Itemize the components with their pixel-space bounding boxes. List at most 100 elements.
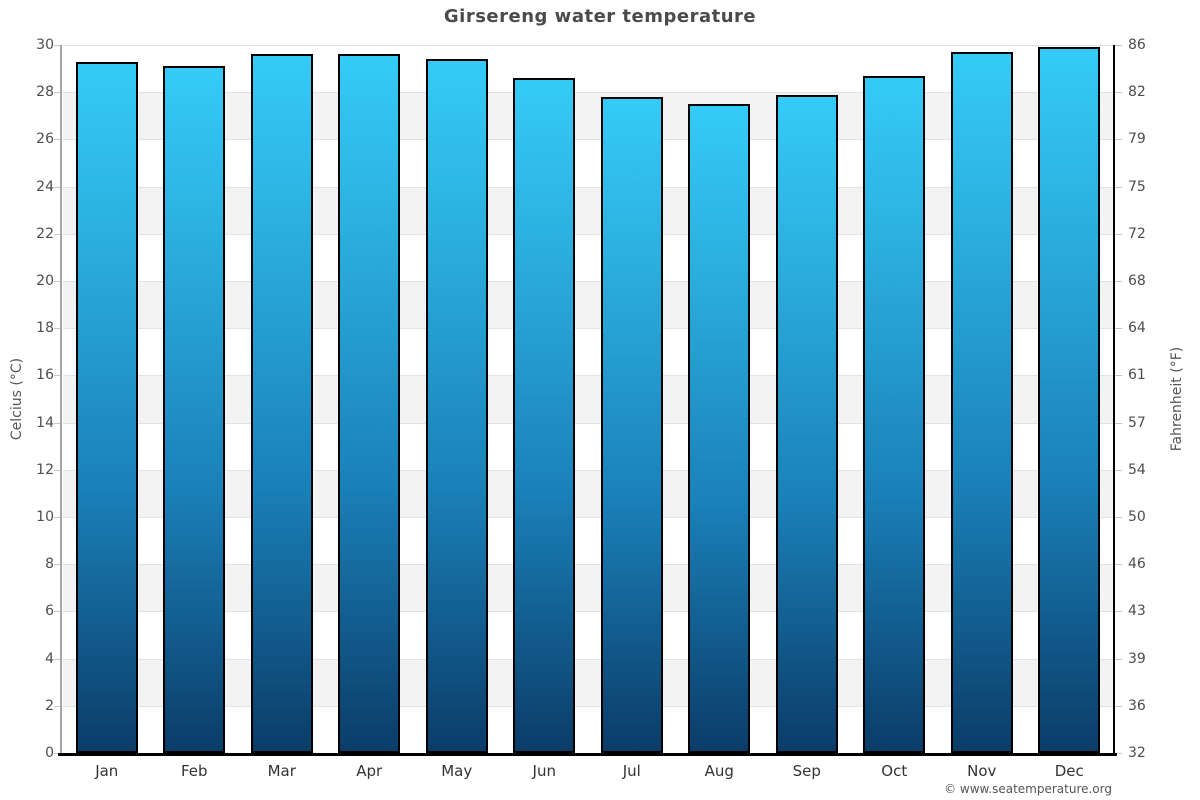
- x-label-oct: Oct: [881, 762, 908, 780]
- x-label-may: May: [441, 762, 473, 780]
- x-label-mar: Mar: [267, 762, 296, 780]
- grid-band: [63, 233, 1113, 281]
- y-tick-fahrenheit-39: 39: [1128, 650, 1146, 667]
- y-tick-celsius-12: 12: [36, 461, 54, 478]
- y-tickmark-right: [1115, 753, 1122, 754]
- bar-sep[interactable]: [775, 94, 838, 753]
- x-label-sep: Sep: [792, 762, 821, 780]
- y-tick-fahrenheit-86: 86: [1128, 37, 1146, 53]
- grid-band: [63, 45, 1113, 93]
- y-tickmark-left: [54, 753, 61, 754]
- y-tickmark-left: [54, 139, 61, 141]
- y-tickmark-right: [1115, 611, 1122, 613]
- bar-jul[interactable]: [600, 96, 663, 753]
- x-label-dec: Dec: [1054, 762, 1084, 780]
- y-tick-celsius-6: 6: [45, 603, 54, 620]
- bar-jun[interactable]: [513, 78, 576, 753]
- grid-band: [63, 469, 1113, 517]
- y-tickmark-left: [54, 92, 61, 94]
- y-tickmark-left: [54, 45, 61, 46]
- bar-apr[interactable]: [338, 54, 401, 753]
- bar-jan[interactable]: [75, 61, 138, 753]
- x-label-feb: Feb: [180, 762, 208, 780]
- y-tickmark-left: [54, 658, 61, 660]
- y-tick-celsius-22: 22: [36, 225, 54, 242]
- y-tick-celsius-4: 4: [45, 650, 54, 667]
- grid-band: [63, 422, 1113, 470]
- y-tickmark-right: [1115, 375, 1122, 377]
- y-tickmark-right: [1115, 517, 1122, 518]
- y-tick-fahrenheit-82: 82: [1128, 84, 1146, 101]
- y-tickmark-left: [54, 233, 61, 235]
- x-label-jan: Jan: [95, 762, 119, 780]
- x-label-aug: Aug: [704, 762, 734, 780]
- y-tick-celsius-20: 20: [36, 273, 54, 289]
- chart-title: Girsereng water temperature: [443, 6, 757, 27]
- y-tick-fahrenheit-46: 46: [1128, 556, 1146, 573]
- y-tick-fahrenheit-43: 43: [1128, 603, 1146, 620]
- x-label-nov: Nov: [967, 762, 997, 780]
- y-tick-fahrenheit-36: 36: [1128, 697, 1146, 714]
- y-tickmark-right: [1115, 469, 1122, 471]
- y-tickmark-right: [1115, 281, 1122, 282]
- y-tick-celsius-28: 28: [36, 84, 54, 101]
- y-tick-fahrenheit-75: 75: [1128, 178, 1146, 195]
- grid-band: [63, 705, 1113, 753]
- y-tickmark-left: [54, 422, 61, 424]
- grid-band: [63, 139, 1113, 187]
- right-axis-line: [1113, 45, 1115, 756]
- y-axis-title-fahrenheit: Fahrenheit (°F): [1169, 346, 1185, 452]
- bar-aug[interactable]: [688, 104, 751, 753]
- y-tickmark-left: [54, 564, 61, 566]
- grid-band: [63, 92, 1113, 140]
- bar-may[interactable]: [425, 59, 488, 753]
- y-tickmark-right: [1115, 186, 1122, 188]
- plot-area: [63, 45, 1113, 753]
- y-tick-celsius-0: 0: [45, 745, 54, 761]
- bar-mar[interactable]: [250, 54, 313, 753]
- grid-band: [63, 611, 1113, 659]
- y-tick-celsius-2: 2: [45, 697, 54, 714]
- y-tick-celsius-18: 18: [36, 320, 54, 337]
- y-tick-celsius-10: 10: [36, 509, 54, 525]
- bar-feb[interactable]: [163, 66, 226, 753]
- y-tickmark-right: [1115, 139, 1122, 141]
- y-tickmark-right: [1115, 658, 1122, 660]
- grid-band: [63, 375, 1113, 423]
- bar-nov[interactable]: [950, 52, 1013, 753]
- bar-dec[interactable]: [1038, 47, 1101, 753]
- y-tick-celsius-16: 16: [36, 367, 54, 384]
- bar-oct[interactable]: [863, 75, 926, 753]
- y-tickmark-right: [1115, 92, 1122, 94]
- x-label-jun: Jun: [532, 762, 556, 780]
- y-tick-celsius-24: 24: [36, 178, 54, 195]
- y-tickmark-left: [54, 186, 61, 188]
- y-tick-celsius-8: 8: [45, 556, 54, 573]
- y-tickmark-left: [54, 375, 61, 377]
- y-tick-fahrenheit-68: 68: [1128, 273, 1146, 289]
- y-tickmark-left: [54, 611, 61, 613]
- y-tickmark-left: [54, 328, 61, 330]
- y-tickmark-right: [1115, 705, 1122, 707]
- y-tick-fahrenheit-72: 72: [1128, 225, 1146, 242]
- y-tickmark-right: [1115, 45, 1122, 46]
- grid-band: [63, 328, 1113, 376]
- y-tick-fahrenheit-61: 61: [1128, 367, 1146, 384]
- left-axis-line: [60, 45, 62, 753]
- x-label-jul: Jul: [622, 762, 641, 780]
- y-tickmark-left: [54, 281, 61, 282]
- grid-band: [63, 564, 1113, 612]
- y-tick-celsius-30: 30: [36, 37, 54, 53]
- y-tick-fahrenheit-32: 32: [1128, 745, 1146, 761]
- y-tick-fahrenheit-50: 50: [1128, 509, 1146, 525]
- y-tick-fahrenheit-79: 79: [1128, 131, 1146, 148]
- seatemperature-credit-link[interactable]: © www.seatemperature.org: [944, 782, 1112, 796]
- y-tick-celsius-26: 26: [36, 131, 54, 148]
- y-tickmark-left: [54, 469, 61, 471]
- y-tickmark-left: [54, 517, 61, 518]
- y-tickmark-left: [54, 705, 61, 707]
- y-tickmark-right: [1115, 233, 1122, 235]
- y-tickmark-right: [1115, 564, 1122, 566]
- y-tick-fahrenheit-57: 57: [1128, 414, 1146, 431]
